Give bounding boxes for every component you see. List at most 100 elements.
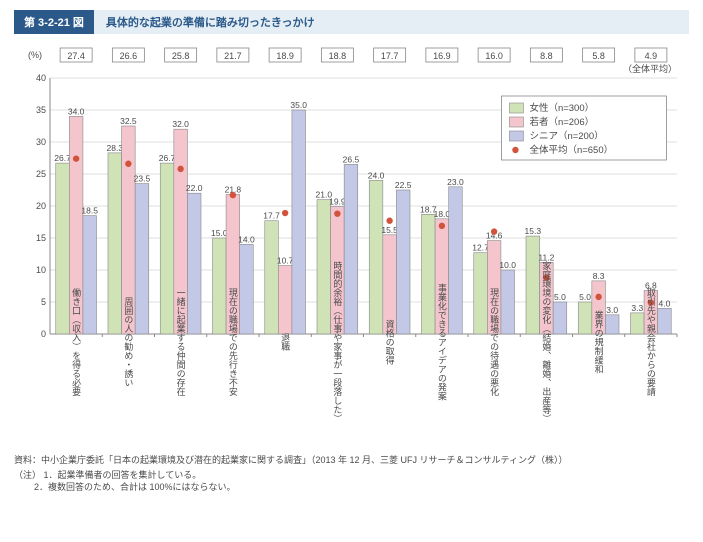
bar (56, 163, 70, 334)
bar (526, 236, 540, 334)
ytick: 30 (36, 137, 46, 147)
note-1: 1．起業準備者の回答を集計している。 (44, 470, 202, 480)
bar (396, 190, 410, 334)
bar-value: 17.7 (263, 211, 280, 221)
x-category: 現在の職場での先行き不安 (228, 288, 238, 397)
bar (605, 315, 619, 334)
x-category: 資格の取得 (385, 318, 395, 364)
note-label: （注） (14, 470, 41, 480)
bar (474, 253, 488, 334)
bar-value: 23.5 (134, 174, 151, 184)
avg-dot (73, 155, 79, 161)
x-category: 一緒に起業する仲間の存在 (176, 288, 186, 396)
avg-box-value: 21.7 (224, 51, 242, 61)
bar-value: 10.0 (499, 260, 516, 270)
bar-value: 26.5 (343, 154, 360, 164)
title-bar: 第 3-2-21 図 具体的な起業の準備に踏み切ったきっかけ (14, 10, 689, 34)
bar (344, 164, 358, 334)
bar-value: 32.5 (120, 116, 137, 126)
avg-dot (439, 223, 445, 229)
bar-value: 34.0 (68, 106, 85, 116)
ytick: 20 (36, 201, 46, 211)
bar-value: 19.9 (329, 197, 346, 207)
bar-value: 4.0 (659, 298, 671, 308)
bar-value: 3.0 (606, 305, 618, 315)
avg-box-value: 27.4 (67, 51, 85, 61)
avg-box-value: 18.9 (276, 51, 294, 61)
avg-box-value: 16.9 (433, 51, 451, 61)
bar (187, 193, 201, 334)
ytick: 15 (36, 233, 46, 243)
bar (578, 302, 592, 334)
bar-value: 18.5 (81, 206, 98, 216)
x-category: 事業化できるアイデアの発案 (437, 282, 447, 401)
legend-label: 若者（n=206） (529, 116, 594, 128)
chart-svg: (%)（全体平均）051015202530354027.426.625.821.… (14, 42, 689, 452)
x-category: 業界の規制緩和 (594, 309, 604, 374)
legend-label: 女性（n=300） (529, 102, 594, 114)
figure-number: 第 3-2-21 図 (14, 10, 94, 34)
bar-value: 18.0 (434, 209, 451, 219)
x-category: 取引先や親会社からの要請 (646, 288, 656, 397)
bar-value: 12.7 (472, 243, 489, 253)
bar (240, 244, 254, 334)
bar (553, 302, 567, 334)
ytick: 25 (36, 169, 46, 179)
avg-dot (230, 192, 236, 198)
y-unit: (%) (28, 50, 42, 60)
legend-label: シニア（n=200） (529, 130, 603, 142)
bar-value: 22.5 (395, 180, 412, 190)
bar (160, 163, 174, 334)
x-category: 家庭環境の変化（結婚、離婚、出産等） (541, 260, 551, 423)
x-category: 退職 (280, 333, 290, 352)
bar (658, 308, 672, 334)
avg-box-value: 18.8 (329, 51, 347, 61)
bar (292, 110, 306, 334)
bar-value: 35.0 (290, 100, 307, 110)
bar-value: 5.0 (579, 292, 591, 302)
bar-value: 5.0 (554, 292, 566, 302)
legend-label: 全体平均（n=650） (529, 144, 613, 156)
ytick: 35 (36, 105, 46, 115)
avg-box-value: 26.6 (120, 51, 138, 61)
bar-value: 15.3 (525, 226, 542, 236)
avg-dot (177, 166, 183, 172)
bar-value: 28.3 (107, 143, 124, 153)
bar-value: 10.7 (277, 256, 294, 266)
x-category: 現在の職場での待遇の悪化 (489, 288, 499, 397)
avg-box-value: 16.0 (485, 51, 503, 61)
x-category: 働き口（収入）を得る必要 (71, 287, 81, 397)
bar (501, 270, 515, 334)
bar (317, 200, 331, 334)
ytick: 10 (36, 265, 46, 275)
bar (265, 221, 279, 334)
avg-box-value: 8.8 (540, 51, 553, 61)
avg-dot (334, 210, 340, 216)
avg-dot (491, 228, 497, 234)
bar (212, 238, 226, 334)
bar (83, 216, 97, 334)
bar (421, 214, 435, 334)
ytick: 5 (41, 297, 46, 307)
bar-value: 22.0 (186, 183, 203, 193)
avg-dot (125, 161, 131, 167)
ytick: 40 (36, 73, 46, 83)
ytick: 0 (41, 329, 46, 339)
bar (449, 187, 463, 334)
avg-dot (386, 218, 392, 224)
bar (369, 180, 383, 334)
bar-value: 24.0 (368, 170, 385, 180)
avg-dot (282, 210, 288, 216)
bar-value: 14.0 (238, 234, 255, 244)
avg-box-value: 17.7 (381, 51, 399, 61)
bar (108, 153, 122, 334)
bar-value: 26.7 (159, 153, 176, 163)
bar-value: 15.5 (381, 225, 398, 235)
overall-avg-caption: （全体平均） (623, 63, 677, 74)
bar (630, 313, 644, 334)
bar (278, 266, 292, 334)
bar-value: 26.7 (54, 153, 71, 163)
notes-block: （注） 1．起業準備者の回答を集計している。 2．複数回答のため、合計は 100… (14, 469, 689, 494)
bar (135, 184, 149, 334)
source-line: 資料：中小企業庁委託「日本の起業環境及び潜在的起業家に関する調査」（2013 年… (14, 454, 689, 467)
